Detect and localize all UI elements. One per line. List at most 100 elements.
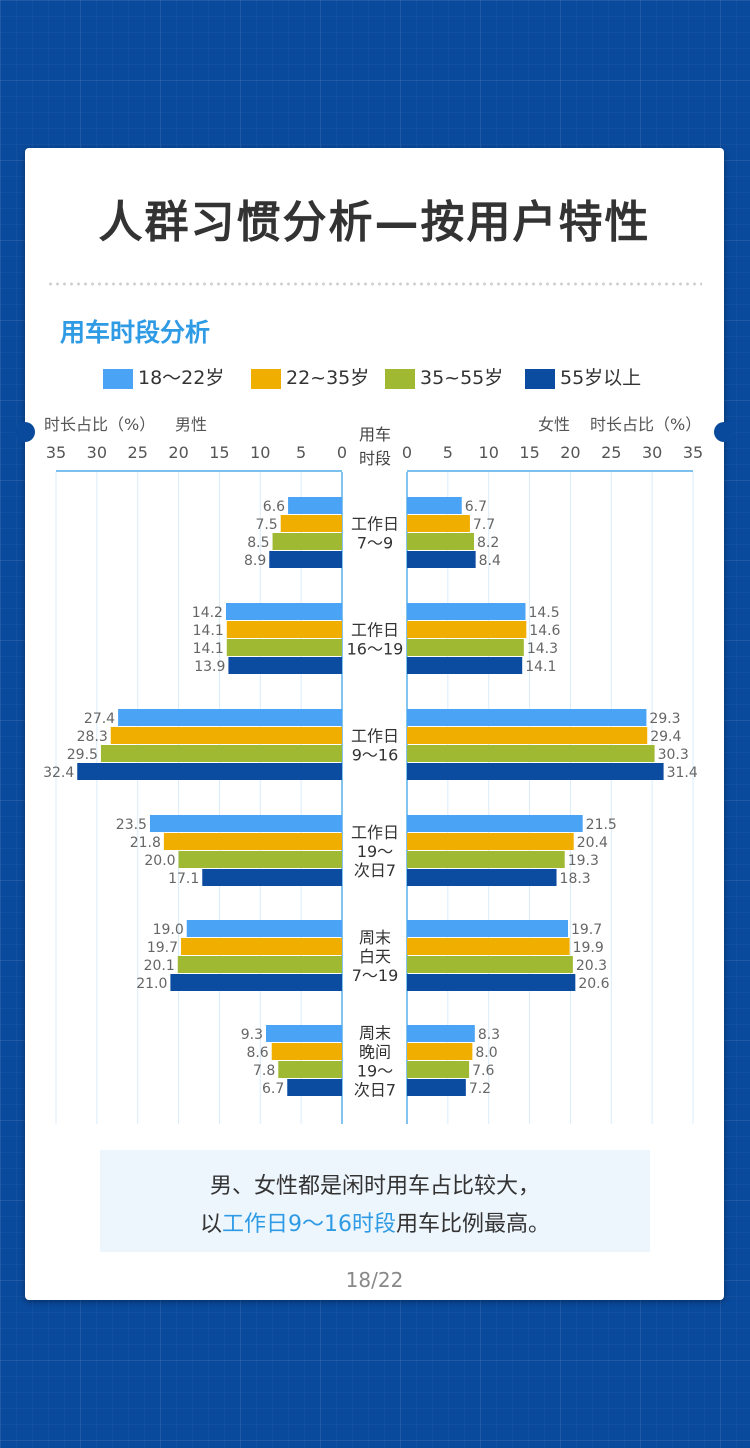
category-label: 周末 — [359, 1024, 391, 1043]
female-bar — [407, 763, 664, 780]
category-label: 19～ — [357, 842, 393, 861]
male-data-label: 29.5 — [67, 747, 98, 763]
male-data-label: 8.5 — [247, 535, 269, 551]
female-data-label: 6.7 — [465, 499, 487, 515]
male-bar — [226, 639, 342, 656]
male-bar — [177, 956, 342, 973]
page-title: 人群习惯分析—按用户特性 — [98, 197, 651, 248]
female-data-label: 20.4 — [577, 835, 608, 851]
female-data-label: 19.3 — [568, 853, 599, 869]
female-bar — [407, 869, 557, 886]
right-tick-label: 35 — [683, 443, 703, 462]
female-data-label: 21.5 — [586, 817, 617, 833]
female-bar — [407, 920, 568, 937]
female-bar — [407, 657, 523, 674]
male-bar — [269, 551, 342, 568]
category-label: 次日7 — [354, 1081, 396, 1100]
female-bar — [407, 1061, 470, 1078]
page-number: 18/22 — [345, 1268, 404, 1292]
left-axis-label: 时长占比（%） — [44, 415, 155, 434]
female-data-label: 31.4 — [667, 765, 698, 781]
male-bar — [202, 869, 342, 886]
left-tick-label: 0 — [337, 443, 347, 462]
female-data-label: 20.6 — [578, 976, 609, 992]
category-label: 工作日 — [351, 727, 399, 746]
category-label: 工作日 — [351, 823, 399, 842]
male-bar — [288, 497, 342, 514]
male-data-label: 13.9 — [194, 659, 225, 675]
female-bar — [407, 1043, 473, 1060]
female-bar — [407, 815, 583, 832]
male-data-label: 21.8 — [130, 835, 161, 851]
male-bar — [170, 974, 342, 991]
male-bar — [287, 1079, 342, 1096]
male-bar — [225, 603, 342, 620]
male-bar — [278, 1061, 342, 1078]
male-bar — [118, 709, 342, 726]
female-data-label: 29.3 — [649, 711, 680, 727]
male-bar — [272, 533, 342, 550]
female-data-label: 18.3 — [560, 871, 591, 887]
female-data-label: 29.4 — [650, 729, 681, 745]
conclusion-box: 男、女性都是闲时用车占比较大， 以工作日9～16时段用车比例最高。 — [100, 1150, 650, 1252]
category-label: 9～16 — [352, 746, 399, 765]
female-bar — [407, 1079, 466, 1096]
female-data-label: 8.0 — [475, 1045, 497, 1061]
dotted-divider — [47, 282, 702, 286]
right-group-label: 女性 — [538, 415, 570, 434]
category-label: 工作日 — [351, 621, 399, 640]
card-notch-right — [714, 422, 734, 442]
female-data-label: 8.3 — [478, 1027, 500, 1043]
male-bar — [110, 727, 343, 744]
female-bar — [407, 938, 570, 955]
male-data-label: 8.6 — [246, 1045, 268, 1061]
left-tick-label: 35 — [46, 443, 66, 462]
male-bar — [271, 1043, 342, 1060]
female-bar — [407, 851, 565, 868]
category-label: 19～ — [357, 1062, 393, 1081]
conclusion-prefix: 以 — [199, 1212, 222, 1237]
female-data-label: 19.9 — [573, 940, 604, 956]
male-bar — [186, 920, 342, 937]
female-bar — [407, 639, 524, 656]
card-notch-left — [15, 422, 35, 442]
female-data-label: 20.3 — [576, 958, 607, 974]
male-bar — [228, 657, 342, 674]
male-bar — [226, 621, 342, 638]
right-tick-label: 10 — [479, 443, 499, 462]
male-bar — [266, 1025, 342, 1042]
female-data-label: 14.1 — [525, 659, 556, 675]
female-data-label: 14.6 — [529, 623, 560, 639]
female-bar — [407, 1025, 475, 1042]
female-bar — [407, 956, 573, 973]
female-bar — [407, 603, 526, 620]
male-data-label: 27.4 — [84, 711, 115, 727]
legend-label-2: 22~35岁 — [286, 367, 370, 389]
female-bar — [407, 551, 476, 568]
legend-label-3: 35~55岁 — [420, 367, 504, 389]
female-bar — [407, 833, 574, 850]
category-label: 周末 — [359, 928, 391, 947]
right-tick-label: 20 — [560, 443, 580, 462]
right-tick-label: 15 — [519, 443, 539, 462]
right-tick-label: 30 — [642, 443, 662, 462]
legend-swatch-2 — [251, 369, 281, 389]
left-tick-label: 20 — [168, 443, 188, 462]
category-label: 次日7 — [354, 861, 396, 880]
male-bar — [77, 763, 342, 780]
female-bar — [407, 497, 462, 514]
butterfly-bar-chart: 时长占比（%） 男性 女性 时长占比（%） 用车时段 35 30 25 20 15 10 5 0 0 5 10… — [43, 415, 703, 1124]
category-label: 16～19 — [347, 640, 404, 659]
male-data-label: 21.0 — [136, 976, 167, 992]
category-label: 7～9 — [357, 534, 393, 553]
content-card: 人群习惯分析—按用户特性 用车时段分析 18～22岁 22~35岁 35~55岁… — [15, 148, 734, 1300]
male-data-label: 23.5 — [116, 817, 147, 833]
female-data-label: 30.3 — [658, 747, 689, 763]
left-tick-label: 10 — [250, 443, 270, 462]
female-data-label: 7.6 — [472, 1063, 494, 1079]
category-label: 7～19 — [352, 966, 399, 985]
male-data-label: 17.1 — [168, 871, 199, 887]
legend-swatch-1 — [103, 369, 133, 389]
female-bar — [407, 974, 576, 991]
center-header-line-2: 时段 — [359, 449, 391, 468]
